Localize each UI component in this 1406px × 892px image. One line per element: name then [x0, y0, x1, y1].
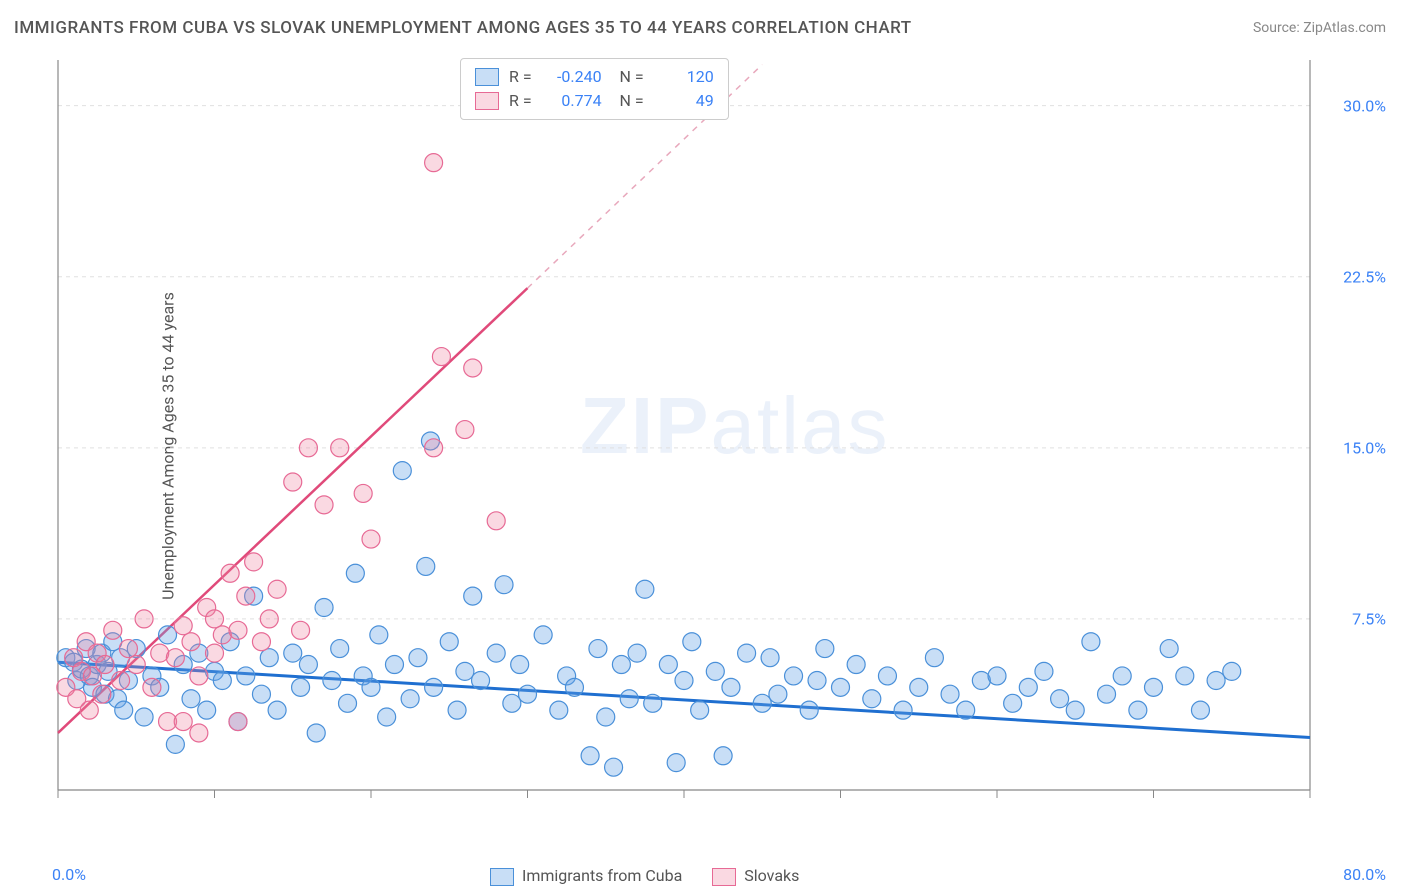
- legend-row-slovaks: R = 0.774 N = 49: [475, 89, 714, 113]
- correlation-legend: R = -0.240 N = 120 R = 0.774 N = 49: [460, 58, 729, 120]
- legend-row-cuba: R = -0.240 N = 120: [475, 65, 714, 89]
- swatch-cuba: [475, 68, 499, 86]
- y-tick-label: 22.5%: [1343, 267, 1386, 286]
- r-value-cuba: -0.240: [542, 65, 602, 89]
- legend-item-cuba: Immigrants from Cuba: [490, 866, 682, 886]
- n-value-slovaks: 49: [654, 89, 714, 113]
- x-axis-min-label: 0.0%: [52, 865, 86, 884]
- swatch-slovaks: [475, 92, 499, 110]
- y-tick-label: 30.0%: [1343, 96, 1386, 115]
- r-value-slovaks: 0.774: [542, 89, 602, 113]
- chart-title: IMMIGRANTS FROM CUBA VS SLOVAK UNEMPLOYM…: [14, 18, 912, 38]
- scatter-plot-svg: [50, 50, 1380, 830]
- n-value-cuba: 120: [654, 65, 714, 89]
- legend-item-slovaks: Slovaks: [712, 866, 799, 886]
- source-label: Source: ZipAtlas.com: [1253, 20, 1386, 36]
- swatch-cuba-icon: [490, 868, 514, 886]
- series-legend: Immigrants from Cuba Slovaks: [490, 866, 799, 886]
- y-tick-label: 15.0%: [1343, 438, 1386, 457]
- y-tick-label: 7.5%: [1352, 609, 1386, 628]
- chart-container: IMMIGRANTS FROM CUBA VS SLOVAK UNEMPLOYM…: [0, 0, 1406, 892]
- x-axis-max-label: 80.0%: [1343, 865, 1386, 884]
- swatch-slovaks-icon: [712, 868, 736, 886]
